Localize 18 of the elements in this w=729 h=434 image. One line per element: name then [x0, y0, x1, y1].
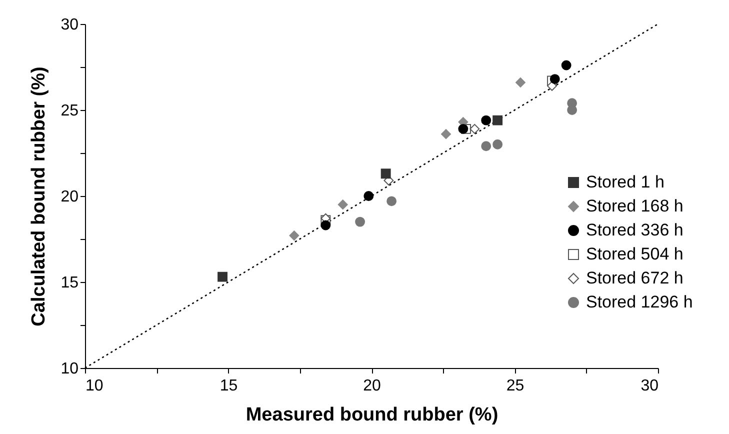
legend-label: Stored 336 h — [586, 220, 684, 240]
x-tick-label: 15 — [220, 378, 238, 394]
x-tick-label: 30 — [640, 378, 659, 394]
y-tick-label: 30 — [60, 16, 79, 34]
y-tick-label: 25 — [60, 102, 79, 120]
legend-label: Stored 672 h — [586, 268, 684, 288]
x-tick-label: 20 — [363, 378, 381, 394]
legend-label: Stored 1296 h — [586, 292, 693, 312]
y-tick-label: 15 — [60, 274, 79, 292]
legend-label: Stored 504 h — [586, 244, 684, 264]
x-tick-label: 10 — [86, 378, 104, 394]
y-tick-label: 10 — [60, 360, 79, 378]
y-axis-title: Calculated bound rubber (%) — [28, 66, 50, 326]
x-axis-title: Measured bound rubber (%) — [246, 404, 498, 426]
legend-label: Stored 1 h — [586, 172, 664, 192]
x-tick-label: 25 — [506, 378, 524, 394]
y-tick-label: 20 — [60, 188, 79, 206]
legend-label: Stored 168 h — [586, 196, 684, 216]
